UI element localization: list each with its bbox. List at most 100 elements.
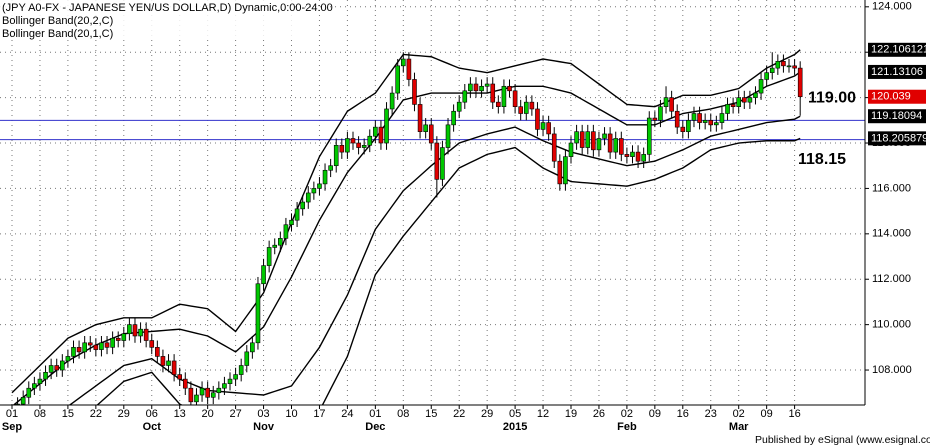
candle-body: [60, 360, 65, 371]
month-label: Nov: [253, 421, 275, 433]
candle-body: [546, 122, 551, 135]
candle-body: [171, 360, 177, 375]
candle-body: [456, 101, 462, 112]
candle-body: [182, 378, 188, 389]
candle-body: [635, 151, 641, 162]
candle-body: [624, 154, 630, 157]
candle-body: [389, 92, 395, 110]
candle-body: [490, 83, 496, 103]
candle-body: [115, 337, 121, 341]
candle-body: [143, 328, 149, 341]
month-label: Dec: [365, 421, 385, 433]
candle-body: [725, 104, 730, 114]
y-tick-label: 112.000: [872, 273, 911, 285]
candle-body: [32, 383, 37, 389]
candle-body: [792, 65, 797, 69]
candle-body: [428, 124, 434, 144]
candle-body: [406, 58, 412, 80]
x-tick-label: 06: [146, 408, 158, 420]
candle-body: [663, 97, 669, 107]
candle-body: [574, 131, 579, 144]
candle-body: [93, 344, 99, 350]
x-tick-label: 10: [285, 408, 297, 420]
x-tick-label: 29: [481, 408, 493, 420]
x-tick-label: 05: [509, 408, 521, 420]
candle-body: [451, 110, 456, 126]
value-box: [868, 109, 926, 124]
candle-body: [104, 342, 110, 348]
candle-body: [166, 360, 171, 366]
candle-body: [127, 324, 132, 335]
axes: 108.000110.000112.000114.000116.000118.0…: [2, 1, 929, 433]
candle-body: [138, 328, 143, 337]
candle-body: [311, 188, 317, 194]
candle-body: [395, 65, 401, 94]
x-tick-label: 01: [6, 408, 18, 420]
x-tick-label: 01: [369, 408, 381, 420]
candle-body: [361, 144, 367, 148]
month-label: Sep: [2, 421, 22, 433]
x-tick-label: 22: [453, 408, 465, 420]
candle-body: [518, 106, 523, 114]
candle-body: [37, 378, 43, 384]
candle-body: [250, 342, 255, 353]
candle-body: [233, 374, 238, 380]
candle-body: [529, 101, 535, 110]
candle-body: [155, 347, 160, 357]
candle-body: [708, 120, 714, 126]
candle-body: [160, 356, 166, 366]
candle-body: [48, 365, 54, 373]
x-tick-label: 24: [341, 408, 353, 420]
candle-body: [76, 347, 82, 353]
candle-body: [479, 85, 484, 92]
indicator-label: Bollinger Band(20,2,C): [2, 15, 113, 27]
x-tick-label: 23: [705, 408, 717, 420]
candle-body: [602, 133, 607, 139]
candle-body: [781, 60, 786, 67]
candle-body: [714, 122, 719, 126]
candle-body: [328, 165, 333, 171]
candle-body: [194, 394, 199, 403]
x-tick-label: 20: [202, 408, 214, 420]
y-tick-label: 114.000: [872, 228, 911, 240]
grid: [0, 0, 865, 405]
candle-body: [641, 154, 646, 162]
candle-body: [669, 97, 674, 112]
candle-body: [272, 244, 278, 248]
candle-body: [266, 247, 272, 266]
candle-body: [227, 378, 233, 384]
month-label: Mar: [729, 421, 749, 433]
band-line: [11, 49, 801, 394]
candle-body: [367, 135, 373, 146]
month-label: Oct: [143, 421, 162, 433]
candle-body: [658, 106, 663, 121]
candle-body: [702, 120, 708, 123]
footer: Published by eSignal (www.esignal.com): [755, 434, 930, 446]
candle-body: [210, 392, 216, 398]
candle-body: [775, 60, 781, 69]
candle-body: [496, 101, 501, 107]
candle-body: [373, 126, 378, 137]
candle-body: [434, 142, 440, 180]
candle-body: [579, 131, 585, 148]
x-tick-label: 08: [397, 408, 409, 420]
candle-body: [350, 138, 356, 144]
candle-body: [65, 356, 71, 362]
x-tick-label: 26: [593, 408, 605, 420]
candle-body: [121, 333, 127, 341]
candle-body: [356, 142, 361, 148]
candle-body: [423, 124, 428, 132]
value-box-label: 122.106121: [871, 44, 929, 56]
candle-body: [417, 104, 423, 132]
candle-body: [630, 151, 635, 157]
candle-body: [188, 387, 194, 403]
level-label: 118.15: [798, 151, 846, 168]
candle-body: [607, 133, 613, 153]
value-box: [868, 89, 926, 104]
x-tick-label: 15: [62, 408, 74, 420]
candle-body: [199, 387, 205, 396]
candle-body: [283, 224, 289, 239]
candle-body: [54, 365, 60, 371]
candle-body: [20, 396, 26, 405]
x-tick-label: 27: [229, 408, 241, 420]
